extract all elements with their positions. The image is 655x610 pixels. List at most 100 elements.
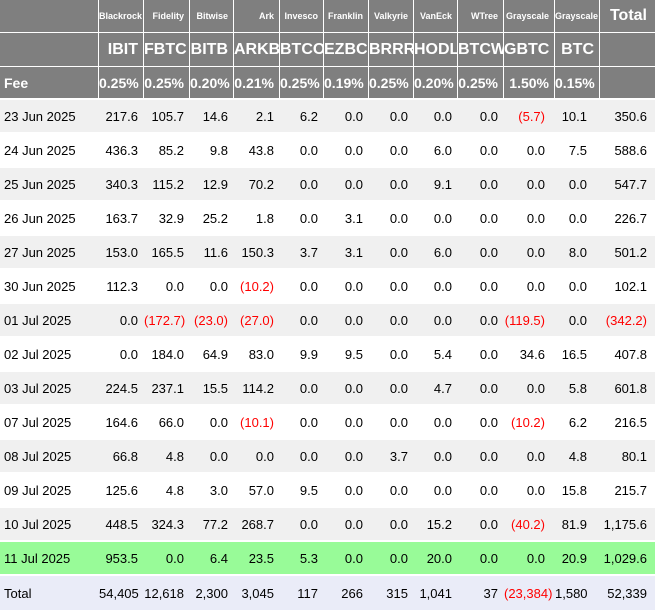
date-cell: 08 Jul 2025 — [0, 440, 99, 474]
value-cell: 0.0 — [280, 440, 324, 474]
table-row: 23 Jun 2025 217.6 105.7 14.6 2.1 6.2 0.0 0.0 0.0… — [0, 100, 655, 134]
value-cell: 2.1 — [234, 100, 280, 134]
value-cell: 4.8 — [144, 440, 190, 474]
value-cell: 0.0 — [280, 168, 324, 202]
fee-cell: 0.20% — [414, 67, 458, 100]
value-cell: 0.0 — [555, 202, 600, 236]
value-cell: 0.0 — [504, 372, 555, 406]
value-cell: 11.6 — [190, 236, 234, 270]
value-cell: (172.7) — [144, 304, 190, 338]
value-cell: 0.0 — [369, 100, 414, 134]
value-cell: 0.0 — [458, 304, 504, 338]
total-value-cell: 1,041 — [414, 576, 458, 610]
date-cell: 11 Jul 2025 — [0, 542, 99, 576]
value-cell: 83.0 — [234, 338, 280, 372]
value-cell: 1.8 — [234, 202, 280, 236]
total-value-cell: 3,045 — [234, 576, 280, 610]
issuer-header: VanEck — [414, 0, 458, 33]
issuer-header: Invesco — [280, 0, 324, 33]
value-cell: 4.7 — [414, 372, 458, 406]
value-cell: 77.2 — [190, 508, 234, 542]
ticker-header: BITB — [190, 33, 234, 67]
value-cell: 268.7 — [234, 508, 280, 542]
value-cell: (27.0) — [234, 304, 280, 338]
value-cell: 0.0 — [504, 440, 555, 474]
row-total-cell: 547.7 — [600, 168, 655, 202]
date-cell: 23 Jun 2025 — [0, 100, 99, 134]
value-cell: 3.7 — [280, 236, 324, 270]
value-cell: 0.0 — [369, 236, 414, 270]
grand-total-cell: 52,339 — [600, 576, 655, 610]
value-cell: 184.0 — [144, 338, 190, 372]
value-cell: 9.8 — [190, 134, 234, 168]
value-cell: 16.5 — [555, 338, 600, 372]
table-row: 11 Jul 2025 953.5 0.0 6.4 23.5 5.3 0.0 0.0 20.0 0… — [0, 542, 655, 576]
total-value-cell: 2,300 — [190, 576, 234, 610]
value-cell: 217.6 — [99, 100, 144, 134]
fee-cell: 0.15% — [555, 67, 600, 100]
value-cell: 0.0 — [280, 202, 324, 236]
value-cell: 0.0 — [369, 542, 414, 576]
value-cell: 10.1 — [555, 100, 600, 134]
value-cell: 6.0 — [414, 134, 458, 168]
table-row: 30 Jun 2025 112.3 0.0 0.0 (10.2) 0.0 0.0 0.0 0.0… — [0, 270, 655, 304]
value-cell: 6.2 — [555, 406, 600, 440]
row-total-cell: 80.1 — [600, 440, 655, 474]
total-value-cell: 12,618 — [144, 576, 190, 610]
value-cell: 6.2 — [280, 100, 324, 134]
table-row: 03 Jul 2025 224.5 237.1 15.5 114.2 0.0 0.0 0.0 4… — [0, 372, 655, 406]
table-row: 02 Jul 2025 0.0 184.0 64.9 83.0 9.9 9.5 0.0 5.4 0… — [0, 338, 655, 372]
issuer-header: Blackrock — [99, 0, 144, 33]
value-cell: 0.0 — [369, 338, 414, 372]
table-row: 24 Jun 2025 436.3 85.2 9.8 43.8 0.0 0.0 0.0 6.0 0… — [0, 134, 655, 168]
ticker-header: GBTC — [504, 33, 555, 67]
total-column-header: Total — [600, 0, 655, 33]
value-cell: 0.0 — [414, 202, 458, 236]
value-cell: 0.0 — [414, 100, 458, 134]
value-cell: 0.0 — [144, 270, 190, 304]
value-cell: 32.9 — [144, 202, 190, 236]
value-cell: 66.8 — [99, 440, 144, 474]
value-cell: 0.0 — [280, 134, 324, 168]
ticker-corner-cell — [0, 33, 99, 67]
date-cell: 10 Jul 2025 — [0, 508, 99, 542]
value-cell: 0.0 — [324, 168, 369, 202]
value-cell: 0.0 — [369, 474, 414, 508]
value-cell: 153.0 — [99, 236, 144, 270]
table-row: 10 Jul 2025 448.5 324.3 77.2 268.7 0.0 0.0 0.0 1… — [0, 508, 655, 542]
value-cell: 43.8 — [234, 134, 280, 168]
row-total-cell: 226.7 — [600, 202, 655, 236]
date-cell: 03 Jul 2025 — [0, 372, 99, 406]
value-cell: 0.0 — [369, 202, 414, 236]
value-cell: 164.6 — [99, 406, 144, 440]
value-cell: 0.0 — [369, 168, 414, 202]
value-cell: 224.5 — [99, 372, 144, 406]
total-value-cell: 315 — [369, 576, 414, 610]
value-cell: 0.0 — [555, 304, 600, 338]
row-total-cell: 216.5 — [600, 406, 655, 440]
value-cell: 0.0 — [280, 508, 324, 542]
value-cell: 112.3 — [99, 270, 144, 304]
table-header: Blackrock Fidelity Bitwise Ark Invesco Frankl… — [0, 0, 655, 100]
value-cell: 64.9 — [190, 338, 234, 372]
value-cell: 0.0 — [190, 270, 234, 304]
value-cell: 0.0 — [458, 508, 504, 542]
value-cell: 0.0 — [324, 270, 369, 304]
value-cell: 9.1 — [414, 168, 458, 202]
value-cell: 115.2 — [144, 168, 190, 202]
fee-cell: 0.25% — [458, 67, 504, 100]
value-cell: 448.5 — [99, 508, 144, 542]
value-cell: 0.0 — [324, 440, 369, 474]
row-total-cell: 1,029.6 — [600, 542, 655, 576]
value-cell: 0.0 — [555, 168, 600, 202]
value-cell: 81.9 — [555, 508, 600, 542]
value-cell: 5.8 — [555, 372, 600, 406]
value-cell: 0.0 — [504, 542, 555, 576]
value-cell: 163.7 — [99, 202, 144, 236]
value-cell: 6.0 — [414, 236, 458, 270]
value-cell: 7.5 — [555, 134, 600, 168]
total-value-cell: 54,405 — [99, 576, 144, 610]
total-value-cell: (23,384) — [504, 576, 555, 610]
date-cell: 02 Jul 2025 — [0, 338, 99, 372]
row-total-cell: 501.2 — [600, 236, 655, 270]
